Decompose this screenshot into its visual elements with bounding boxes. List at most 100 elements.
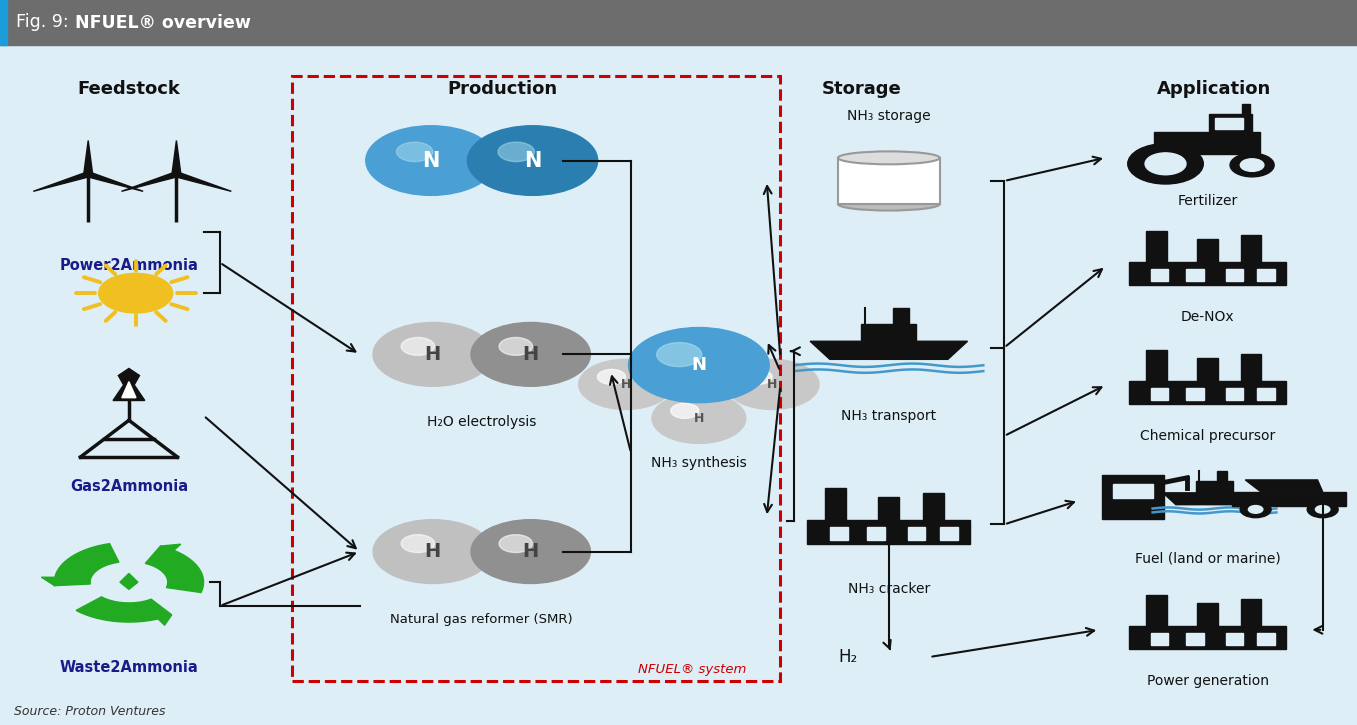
Bar (1258, 388, 1274, 399)
Circle shape (366, 125, 497, 195)
Bar (1129, 626, 1286, 649)
Circle shape (99, 273, 172, 313)
Circle shape (499, 337, 532, 355)
Text: De-NOx: De-NOx (1181, 310, 1235, 324)
Text: Power generation: Power generation (1147, 674, 1269, 688)
Polygon shape (85, 173, 142, 191)
Bar (1151, 269, 1168, 281)
Circle shape (725, 360, 820, 410)
Text: Source: Proton Ventures: Source: Proton Ventures (14, 705, 166, 718)
Circle shape (597, 370, 626, 384)
Text: N: N (524, 151, 541, 170)
Text: Storage: Storage (822, 80, 901, 98)
Bar (862, 323, 916, 341)
Circle shape (1240, 501, 1272, 518)
Circle shape (578, 360, 673, 410)
Bar (878, 497, 900, 521)
Text: H₂: H₂ (839, 648, 858, 666)
Bar (292, 75, 780, 681)
Bar (1225, 633, 1243, 645)
Bar (1217, 471, 1228, 482)
Circle shape (1315, 505, 1330, 513)
Circle shape (498, 142, 535, 162)
Bar (1129, 262, 1286, 285)
Text: NFUEL® overview: NFUEL® overview (75, 14, 251, 31)
Bar (1258, 633, 1274, 645)
Bar (1147, 350, 1167, 381)
Text: Fuel (land or marine): Fuel (land or marine) (1134, 552, 1281, 566)
Bar (1197, 481, 1232, 493)
Polygon shape (160, 544, 180, 557)
Text: H: H (522, 345, 539, 364)
Circle shape (467, 125, 597, 195)
Bar (923, 492, 944, 521)
Circle shape (1248, 505, 1263, 513)
Bar (1147, 231, 1167, 262)
Text: Waste2Ammonia: Waste2Ammonia (60, 660, 198, 675)
Circle shape (1307, 501, 1338, 518)
Text: H: H (425, 542, 441, 561)
Bar (830, 527, 848, 539)
Bar (1258, 269, 1274, 281)
Text: H: H (693, 412, 704, 425)
Polygon shape (34, 173, 91, 191)
Polygon shape (172, 141, 180, 175)
Circle shape (396, 142, 433, 162)
Text: H: H (767, 378, 778, 391)
Polygon shape (1163, 493, 1266, 505)
Polygon shape (122, 173, 179, 191)
Bar (1240, 599, 1261, 626)
Text: H₂O electrolysis: H₂O electrolysis (427, 415, 536, 429)
Polygon shape (76, 597, 172, 622)
Text: NH₃ storage: NH₃ storage (847, 109, 931, 123)
Circle shape (373, 520, 493, 584)
Circle shape (174, 173, 179, 176)
Circle shape (402, 534, 434, 552)
Polygon shape (113, 368, 145, 400)
Circle shape (1145, 153, 1186, 175)
Bar (1197, 358, 1219, 381)
Bar (908, 527, 925, 539)
Polygon shape (122, 381, 136, 398)
Text: Fertilizer: Fertilizer (1178, 194, 1238, 208)
Circle shape (744, 370, 772, 384)
Text: Power2Ammonia: Power2Ammonia (60, 259, 198, 273)
Circle shape (651, 393, 746, 444)
Polygon shape (145, 546, 204, 592)
Bar (1153, 132, 1261, 154)
Bar (0, 0, 1357, 45)
Circle shape (670, 403, 699, 418)
Ellipse shape (839, 198, 940, 210)
Bar (0, 0, 7, 45)
Bar (1197, 603, 1219, 626)
Bar (1225, 388, 1243, 399)
Text: Production: Production (446, 80, 558, 98)
Bar (893, 307, 909, 325)
Polygon shape (152, 613, 172, 625)
Bar (1215, 117, 1243, 129)
Circle shape (1128, 144, 1204, 184)
Bar (1240, 355, 1261, 381)
Text: Fig. 9:: Fig. 9: (16, 14, 75, 31)
Text: Gas2Ammonia: Gas2Ammonia (69, 479, 189, 494)
Text: Feedstock: Feedstock (77, 80, 180, 98)
Bar (1151, 633, 1168, 645)
Circle shape (373, 323, 493, 386)
Bar (1225, 269, 1243, 281)
Bar (1151, 388, 1168, 399)
Circle shape (471, 323, 590, 386)
Circle shape (499, 534, 532, 552)
Bar (1240, 236, 1261, 262)
Bar (839, 158, 940, 204)
Ellipse shape (839, 152, 940, 165)
Text: H: H (522, 542, 539, 561)
Bar (1102, 476, 1164, 519)
Polygon shape (174, 173, 231, 191)
Bar (1186, 388, 1204, 399)
Bar (1242, 104, 1250, 116)
Circle shape (1240, 159, 1263, 171)
Bar (940, 527, 958, 539)
Bar (1209, 114, 1253, 133)
Circle shape (628, 328, 769, 402)
Polygon shape (1246, 480, 1323, 492)
